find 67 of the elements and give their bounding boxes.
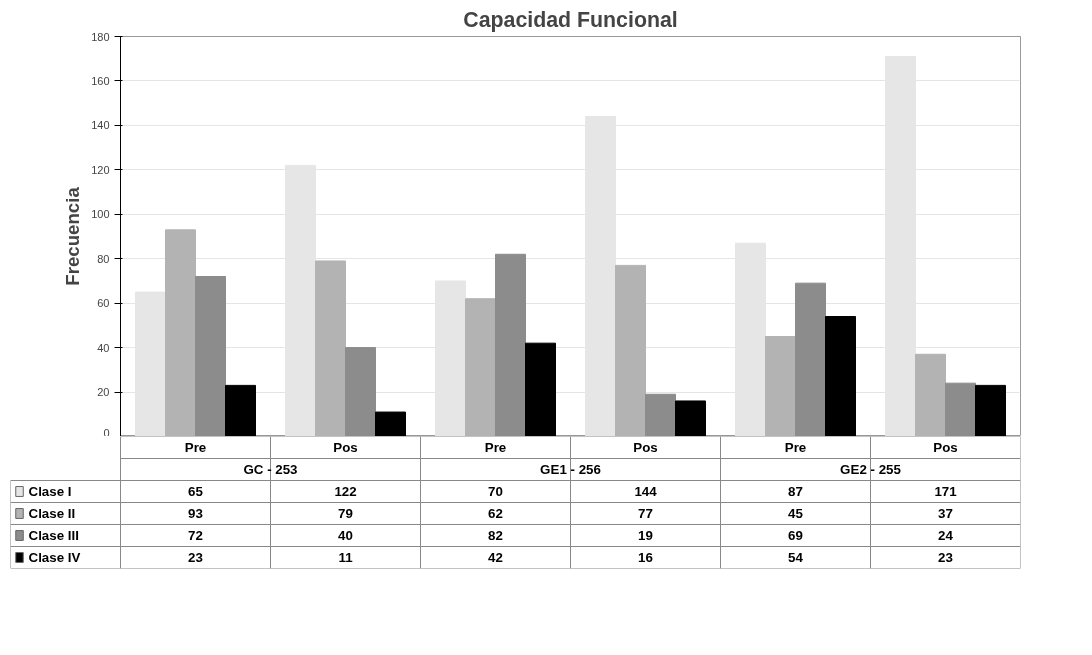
data-label: 122 (334, 484, 357, 499)
bar (915, 353, 946, 436)
bar (645, 393, 676, 436)
legend-label: Clase III (28, 528, 79, 543)
bar (975, 384, 1006, 436)
data-label: 24 (938, 528, 954, 543)
chart-title: Capacidad Funcional (463, 7, 678, 32)
x-tick-label: Pos (333, 440, 358, 455)
data-label: 62 (488, 506, 503, 521)
bar (165, 229, 196, 436)
data-label: 144 (634, 484, 658, 499)
data-label: 23 (938, 550, 953, 565)
bar (495, 253, 526, 436)
bar (825, 316, 856, 436)
data-label: 19 (638, 528, 653, 543)
data-label: 79 (338, 506, 353, 521)
bar (945, 382, 976, 436)
bar (345, 347, 376, 436)
text: GE1 - 256 (540, 462, 601, 477)
data-label: 171 (934, 484, 958, 499)
data-label: 70 (488, 484, 503, 499)
y-tick-label: 80 (97, 252, 110, 265)
bar (225, 384, 256, 436)
y-tick-label: 40 (97, 341, 110, 354)
bar (195, 276, 226, 436)
y-tick-label: 100 (91, 208, 110, 221)
bar (375, 411, 406, 436)
y-tick-label: 180 (91, 30, 110, 43)
data-label: 82 (488, 528, 503, 543)
data-label: 23 (188, 550, 203, 565)
text: GC - 253 (243, 462, 298, 477)
data-label: 65 (188, 484, 204, 499)
text: GE2 - 255 (840, 462, 902, 477)
data-label: 37 (938, 506, 953, 521)
data-label: 40 (338, 528, 353, 543)
x-tick-label: Pos (633, 440, 658, 455)
data-label: 45 (788, 506, 804, 521)
x-tick-label: Pos (933, 440, 958, 455)
data-label: 93 (188, 506, 203, 521)
bar (765, 336, 796, 436)
bar (615, 264, 646, 436)
data-label: 69 (788, 528, 803, 543)
bar (315, 260, 346, 436)
legend-label: Clase II (28, 506, 76, 521)
legend-label: Clase IV (28, 550, 81, 565)
y-tick-label: 0 (103, 426, 110, 439)
data-label: 87 (788, 484, 803, 499)
data-label: 54 (788, 550, 804, 565)
y-tick-label: 120 (91, 163, 110, 176)
y-tick-label: 140 (91, 119, 110, 132)
legend-label: Clase I (28, 484, 72, 499)
bar (465, 298, 496, 436)
bar (795, 282, 826, 436)
y-tick-label: 160 (91, 74, 110, 87)
data-label: 77 (638, 506, 653, 521)
data-label: 42 (488, 550, 503, 565)
y-tick-label: 60 (97, 297, 110, 310)
data-label: 72 (188, 528, 203, 543)
data-label: 11 (338, 550, 354, 565)
bar (525, 342, 556, 436)
bar (675, 400, 706, 436)
data-label: 16 (638, 550, 653, 565)
y-axis-title: Frecuencia (62, 186, 84, 286)
x-tick-label: Pre (784, 440, 807, 455)
x-tick-label: Pre (184, 440, 207, 455)
y-tick-label: 20 (97, 386, 110, 399)
x-tick-label: Pre (484, 440, 507, 455)
